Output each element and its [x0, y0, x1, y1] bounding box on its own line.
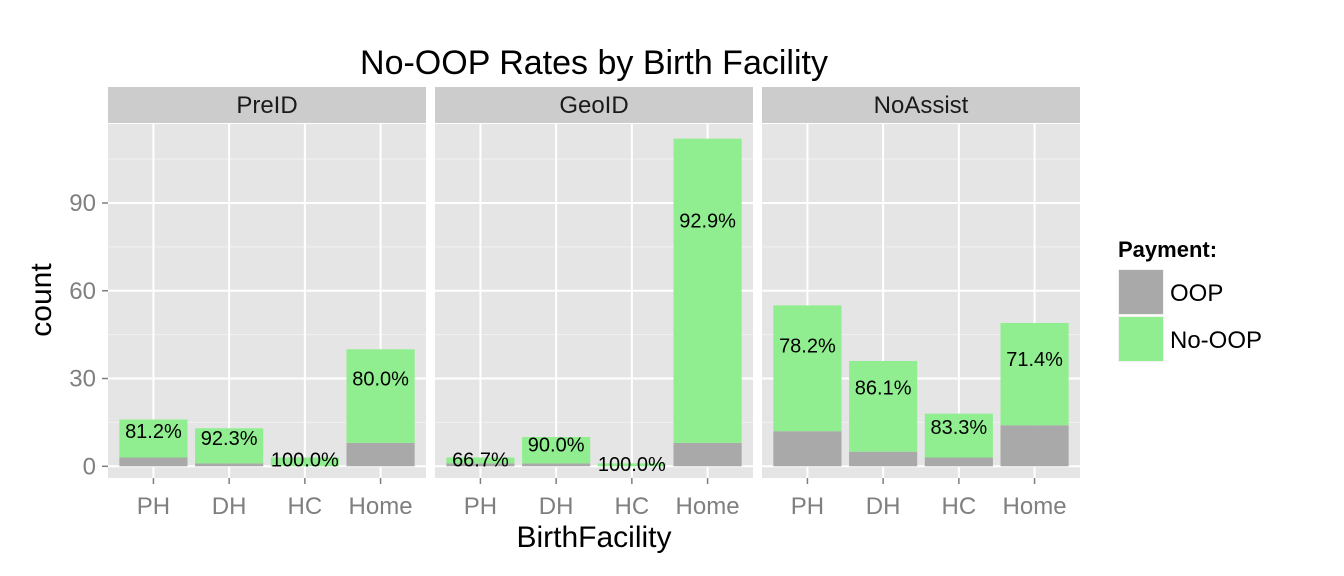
x-tick-label: PH [791, 493, 824, 520]
y-tick-label: 0 [83, 453, 96, 480]
legend-label: No-OOP [1170, 327, 1262, 354]
facet-noassist: NoAssist 78.2% PH 86.1% DH 83.3% HC 71.4% Home [762, 87, 1080, 520]
y-tick-label: 90 [69, 190, 96, 217]
bar-percent-label: 92.3% [201, 428, 258, 450]
facet-strip-label: PreID [236, 92, 297, 119]
legend: Payment: OOP No-OOP [1118, 237, 1262, 362]
bar-percent-label: 86.1% [855, 377, 912, 399]
x-tick-label: HC [288, 493, 323, 520]
bar-no-oop [849, 360, 918, 452]
bar-oop [119, 457, 188, 467]
chart-title: No-OOP Rates by Birth Facility [360, 44, 828, 82]
bar-no-oop [924, 413, 993, 458]
x-tick-label: DH [539, 493, 574, 520]
facet-preid: PreID 81.2% PH 92.3% DH 100.0% HC 80.0% Home [108, 87, 426, 520]
x-tick-label: HC [615, 493, 650, 520]
bar-percent-label: 80.0% [352, 369, 409, 391]
bar-oop [446, 463, 515, 467]
facet-strip [435, 87, 753, 123]
x-tick-label: PH [137, 493, 170, 520]
bar-no-oop [195, 428, 264, 464]
bar-no-oop [446, 457, 515, 464]
bar-percent-label: 90.0% [528, 434, 585, 456]
bar-percent-label: 83.3% [930, 417, 987, 439]
bar-percent-label: 100.0% [598, 454, 666, 476]
bar-percent-label: 71.4% [1006, 349, 1063, 371]
y-axis: 0 30 60 90 [69, 190, 108, 480]
x-tick-label: PH [464, 493, 497, 520]
bar-no-oop [270, 457, 339, 467]
legend-key-oop [1119, 270, 1163, 314]
bar-no-oop [1000, 322, 1069, 426]
bar-oop [773, 431, 842, 467]
bar-oop [1000, 425, 1069, 467]
bar-oop [195, 463, 264, 467]
facet-strip [108, 87, 426, 123]
bar-percent-label: 66.7% [452, 450, 509, 472]
x-tick-label: DH [212, 493, 247, 520]
y-tick-label: 30 [69, 366, 96, 393]
facet-strip-label: NoAssist [874, 92, 969, 119]
bar-no-oop [597, 463, 666, 467]
bar-oop [346, 442, 415, 467]
bar-percent-label: 100.0% [271, 450, 339, 472]
bar-no-oop [773, 305, 842, 432]
x-tick-label: Home [676, 493, 740, 520]
bar-oop [849, 451, 918, 467]
bar-no-oop [522, 437, 591, 464]
x-tick-label: DH [866, 493, 901, 520]
bar-percent-label: 92.9% [679, 211, 736, 233]
y-axis-title: count [25, 263, 58, 337]
bar-percent-label: 78.2% [779, 336, 836, 358]
x-tick-label: Home [1003, 493, 1067, 520]
bar-no-oop [119, 419, 188, 458]
bar-oop [673, 442, 742, 467]
facet-strip [762, 87, 1080, 123]
facet-panels: PreID81.2%PH92.3%DH100.0%HC80.0%HomeGeoI… [108, 87, 1080, 520]
x-axis-title: BirthFacility [516, 521, 671, 554]
bar-oop [924, 457, 993, 467]
bar-no-oop [673, 138, 742, 443]
y-tick-label: 60 [69, 278, 96, 305]
bar-percent-label: 81.2% [125, 421, 182, 443]
x-tick-label: HC [942, 493, 977, 520]
x-tick-label: Home [349, 493, 413, 520]
facet-geoid: GeoID 66.7% PH 90.0% DH 100.0% HC 92.9% Home [435, 87, 753, 520]
bar-no-oop [346, 349, 415, 443]
legend-key-no-oop [1119, 317, 1163, 361]
facet-strip-label: GeoID [559, 92, 628, 119]
legend-label: OOP [1170, 280, 1223, 307]
legend-title: Payment: [1118, 237, 1217, 262]
bar-oop [522, 463, 591, 467]
